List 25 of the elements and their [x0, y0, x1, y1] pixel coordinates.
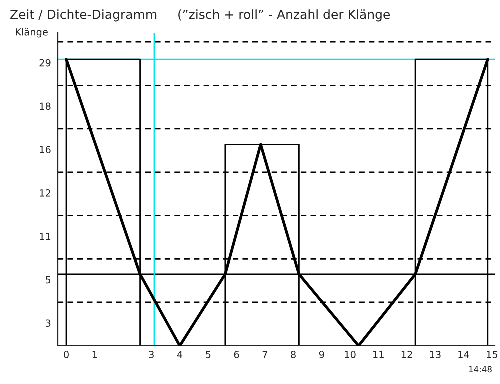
x-tick-label: 6: [234, 351, 240, 358]
x-tick-label: 3: [149, 351, 154, 358]
text: 16: [40, 146, 51, 154]
x-tick-label: 4: [177, 351, 183, 358]
text: 29: [40, 59, 51, 67]
y-axis-title: Klänge: [16, 28, 48, 38]
text: 5: [46, 276, 51, 284]
x-tick-label: 11: [374, 351, 384, 358]
x-tick-label: 14: [458, 351, 470, 358]
text: 14:48: [469, 366, 492, 373]
x-tick-label: 13: [430, 351, 441, 358]
x-tick-label: 7: [262, 351, 268, 358]
x-tick-label: 1: [92, 351, 98, 358]
chart-title: Zeit / Dichte-Diagramm (”zisch + roll” - Anzahl der Klänge: [10, 10, 390, 22]
text: 3: [46, 320, 51, 328]
x-tick-label: 9: [319, 351, 324, 358]
x-tick-label: 0: [64, 351, 69, 358]
x-tick-label: 8: [291, 351, 296, 358]
x-tick-label: 10: [345, 351, 356, 358]
text: 12: [40, 190, 50, 197]
text: 18: [40, 102, 51, 110]
x-tick-label: 12: [402, 351, 412, 358]
x-tick-label: 15: [487, 351, 498, 358]
text: 11: [40, 233, 51, 240]
x-tick-label: 5: [206, 351, 211, 358]
